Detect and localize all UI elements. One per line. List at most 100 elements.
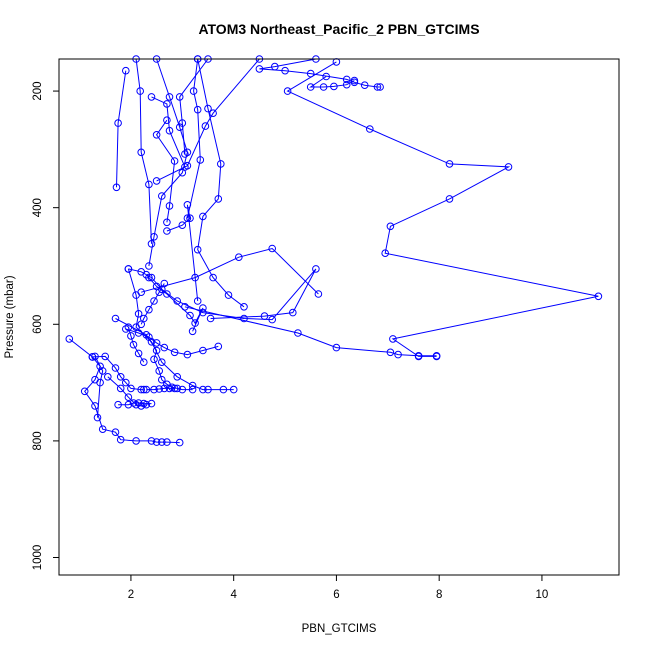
series-line xyxy=(259,58,381,88)
data-point xyxy=(129,340,138,349)
data-point xyxy=(206,314,215,323)
data-point xyxy=(312,265,320,273)
x-tick-label: 4 xyxy=(230,589,237,601)
data-point xyxy=(137,148,145,157)
data-point xyxy=(91,352,99,361)
data-point xyxy=(114,119,122,127)
data-point xyxy=(193,105,202,114)
data-point xyxy=(181,150,189,158)
x-tick-label: 2 xyxy=(128,589,134,601)
series-line xyxy=(107,376,147,407)
series-line xyxy=(184,306,437,357)
series-28 xyxy=(124,323,148,367)
data-point xyxy=(152,131,161,139)
data-point xyxy=(134,310,143,318)
data-point xyxy=(373,83,382,91)
data-point xyxy=(188,385,197,394)
data-point xyxy=(178,385,187,394)
data-point xyxy=(319,83,328,91)
data-point xyxy=(217,160,225,168)
data-point xyxy=(294,329,302,337)
data-point xyxy=(240,314,248,323)
series-7 xyxy=(152,116,179,227)
data-point xyxy=(127,384,135,393)
data-point xyxy=(173,373,181,381)
data-point xyxy=(322,72,331,81)
series-24 xyxy=(114,399,156,409)
y-tick-label: 800 xyxy=(32,431,44,450)
data-point xyxy=(116,384,125,393)
data-point xyxy=(147,399,156,408)
data-point xyxy=(93,413,102,422)
data-point xyxy=(152,339,161,347)
data-point xyxy=(342,75,351,84)
data-point xyxy=(389,335,397,343)
data-point xyxy=(170,348,179,357)
data-point xyxy=(165,93,174,101)
data-point xyxy=(283,87,292,95)
series-line xyxy=(155,119,176,223)
data-point xyxy=(165,202,174,210)
series-12 xyxy=(306,72,359,91)
series-1 xyxy=(112,66,130,192)
y-axis-label: Pressure (mbar) xyxy=(4,275,16,358)
data-point xyxy=(147,437,156,445)
y-axis: 200 400 600 800 1000 xyxy=(32,81,59,570)
data-point xyxy=(445,195,454,203)
data-point xyxy=(183,350,192,359)
y-tick-label: 1000 xyxy=(32,545,44,571)
data-point xyxy=(150,233,158,241)
data-point xyxy=(147,93,156,101)
data-point xyxy=(260,312,269,320)
data-point xyxy=(158,438,166,446)
y-tick-label: 600 xyxy=(32,315,44,334)
data-point xyxy=(96,378,104,387)
data-point xyxy=(137,288,145,297)
series-20 xyxy=(163,201,202,305)
data-point xyxy=(104,373,112,381)
data-point xyxy=(381,249,390,257)
x-tick-label: 8 xyxy=(436,589,442,601)
data-point xyxy=(175,438,184,447)
data-point xyxy=(134,399,143,407)
data-point xyxy=(163,100,171,108)
data-point xyxy=(158,192,166,200)
series-line xyxy=(135,58,152,244)
series-25 xyxy=(91,352,107,422)
data-point xyxy=(201,122,210,130)
data-point xyxy=(163,116,171,124)
series-line xyxy=(186,58,201,219)
data-point xyxy=(134,349,143,358)
data-point xyxy=(155,367,163,375)
data-point xyxy=(189,87,198,95)
series-19 xyxy=(181,303,441,360)
data-point xyxy=(80,387,89,396)
data-point xyxy=(152,346,161,355)
data-point xyxy=(145,273,153,282)
data-point xyxy=(193,297,202,305)
data-point xyxy=(163,218,171,227)
data-point xyxy=(204,385,212,394)
data-point xyxy=(122,378,130,387)
data-point xyxy=(134,329,143,337)
x-tick-label: 6 xyxy=(333,589,339,601)
data-point xyxy=(163,227,171,235)
series-line xyxy=(197,58,245,308)
series-line xyxy=(141,247,319,295)
series-line xyxy=(146,387,175,391)
data-point xyxy=(191,319,199,327)
data-point xyxy=(65,335,74,343)
data-point xyxy=(281,66,289,75)
series-17 xyxy=(122,325,223,359)
data-point xyxy=(163,438,171,446)
series-line xyxy=(286,61,599,357)
data-point xyxy=(332,343,341,352)
data-point xyxy=(271,62,279,71)
data-point xyxy=(116,373,125,381)
data-point xyxy=(224,291,233,299)
data-point xyxy=(155,385,163,393)
series-line xyxy=(94,356,104,418)
data-point xyxy=(306,83,315,91)
series-8 xyxy=(193,55,248,311)
